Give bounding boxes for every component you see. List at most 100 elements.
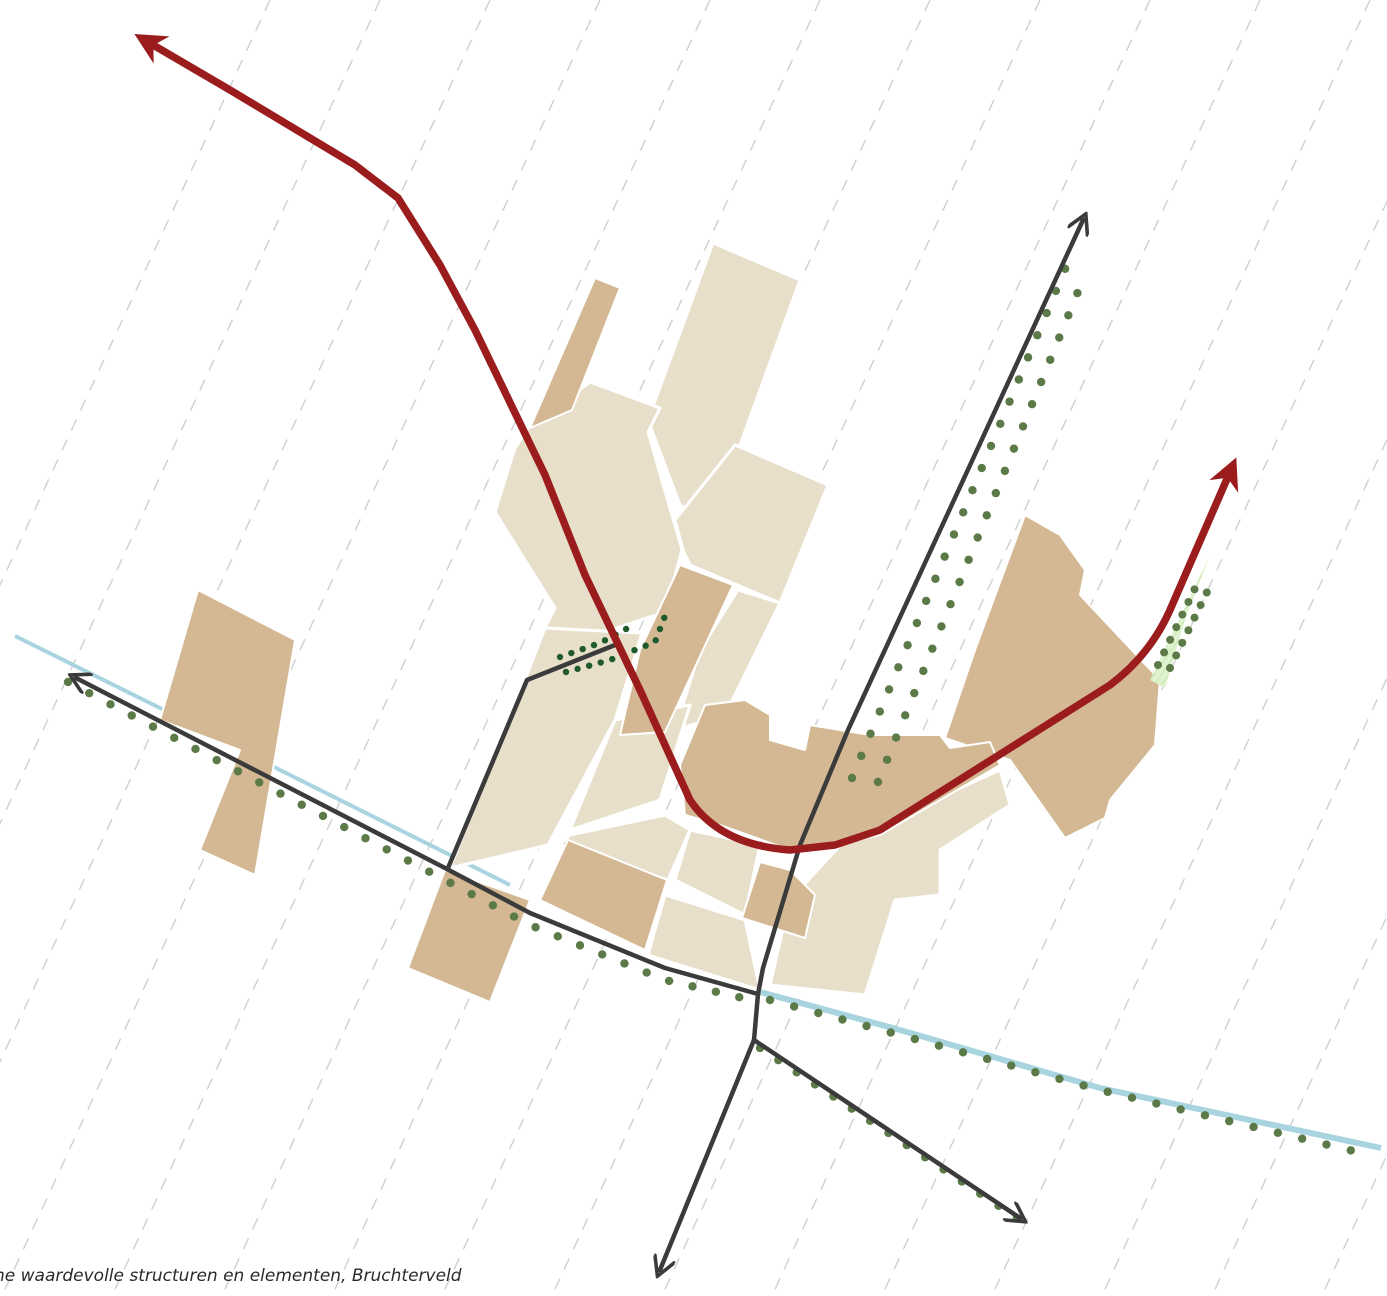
tree-row-village-1: [574, 665, 581, 673]
parcel-light-10: [768, 768, 1012, 997]
tree-row-north-left: [1033, 331, 1042, 340]
grid-line: [661, 0, 1261, 1296]
tree-row-north-left: [903, 640, 912, 650]
tree-row-north-left: [847, 773, 857, 783]
tree-row-north-left: [977, 463, 986, 473]
tree-row-north-right: [900, 711, 910, 720]
tree-row-north-right: [1000, 466, 1010, 476]
secondary-road-southeast: [751, 1037, 1020, 1218]
tree-row-village-2: [568, 649, 575, 657]
tree-row-east: [1103, 1087, 1112, 1097]
tree-row-green-area: [1190, 585, 1199, 594]
parcel-light-2: [493, 380, 684, 637]
tree-row-east: [910, 1034, 920, 1044]
tree-row-west: [446, 878, 455, 888]
tree-row-west: [212, 755, 221, 765]
tree-row-green-area: [1178, 610, 1187, 619]
tree-row-north-right: [1046, 355, 1055, 364]
tree-row-west: [488, 901, 498, 910]
parcel-dark-7: [407, 869, 531, 1003]
tree-row-west: [297, 800, 306, 809]
grid-line: [1211, 914, 1387, 1296]
tree-row-east: [1346, 1146, 1355, 1155]
tree-row-green-area: [1160, 648, 1169, 657]
tree-row-west: [553, 932, 562, 941]
tree-row-green-area-2: [1184, 626, 1193, 635]
tree-row-west: [620, 959, 629, 968]
tree-row-north-left: [959, 508, 968, 517]
tree-row-north-left: [1023, 353, 1033, 362]
tree-row-west: [575, 941, 585, 950]
tree-row-north-left: [968, 485, 977, 495]
tree-row-east: [982, 1054, 992, 1064]
tree-row-east: [765, 995, 775, 1005]
parcel-dark-8: [539, 839, 668, 951]
tree-row-north-right: [964, 555, 973, 564]
tree-row-west: [688, 982, 697, 991]
parcel-dark-5: [741, 861, 816, 939]
tree-row-village-1: [631, 646, 638, 654]
tree-row-north-left: [894, 663, 903, 672]
tree-row-village-1: [562, 668, 570, 676]
tree-row-village-1: [642, 642, 649, 649]
parcel-dark-2: [619, 564, 734, 736]
tree-row-north-right: [928, 644, 937, 653]
tree-row-west: [361, 834, 370, 843]
tree-row-east: [862, 1021, 871, 1031]
tree-row-east: [1322, 1140, 1331, 1149]
tree-row-north-left: [931, 574, 940, 583]
tree-row-north-right: [1073, 288, 1082, 298]
tree-row-east: [958, 1048, 968, 1057]
tree-row-west: [85, 688, 94, 698]
tree-row-north-left: [857, 751, 866, 761]
tree-row-west: [276, 789, 285, 798]
secondary-road-west: [76, 678, 761, 997]
tree-row-green-area-2: [1196, 601, 1205, 610]
tree-row-north-left: [986, 441, 996, 451]
tree-row-north-right: [1009, 444, 1019, 453]
tree-row-east: [1031, 1068, 1040, 1077]
grid-line: [111, 0, 711, 1296]
tree-row-north-left: [912, 618, 922, 628]
grid-line: [1, 0, 601, 1296]
tree-row-north-right: [910, 688, 919, 698]
tree-row-north-right: [919, 666, 928, 676]
secondary-road-north: [755, 220, 1083, 997]
tree-row-north-left: [1014, 375, 1024, 384]
tree-row-north-right: [991, 488, 1001, 498]
tree-row-north-left: [940, 552, 949, 561]
tree-row-east: [934, 1041, 944, 1050]
tree-row-north-right: [1027, 400, 1037, 409]
grid-line: [0, 0, 381, 826]
tree-row-east: [1176, 1105, 1185, 1114]
tree-row-north-right: [1018, 422, 1028, 431]
tree-row-east: [1007, 1061, 1016, 1070]
tree-row-west: [598, 950, 607, 959]
tree-row-west: [382, 845, 391, 854]
tree-row-west: [318, 811, 328, 821]
tree-row-west: [735, 992, 744, 1002]
tree-row-green-area-2: [1166, 664, 1174, 672]
tree-row-green-area: [1154, 661, 1162, 669]
tree-row-east: [1127, 1093, 1137, 1102]
tree-row-east: [1079, 1081, 1088, 1090]
tree-row-north-right: [1055, 333, 1064, 342]
tree-row-east: [1225, 1116, 1234, 1126]
tree-row-village-2: [622, 625, 630, 633]
tree-row-village-1: [585, 662, 593, 669]
tree-row-north-left: [996, 419, 1005, 428]
tree-row-north-left: [949, 530, 959, 539]
tree-row-green-area-2: [1202, 588, 1211, 597]
tree-row-village-2: [590, 641, 598, 649]
tree-row-east: [1297, 1134, 1307, 1143]
tree-row-west: [233, 767, 243, 776]
tree-row-east: [1249, 1122, 1258, 1132]
tree-row-north-right: [1036, 377, 1046, 387]
tree-row-west: [664, 976, 674, 986]
tree-row-north-right: [891, 733, 901, 742]
tree-row-village-1: [597, 659, 604, 666]
tree-row-west: [403, 856, 413, 865]
secondary-road-link: [445, 642, 618, 871]
tree-row-west: [170, 733, 179, 742]
